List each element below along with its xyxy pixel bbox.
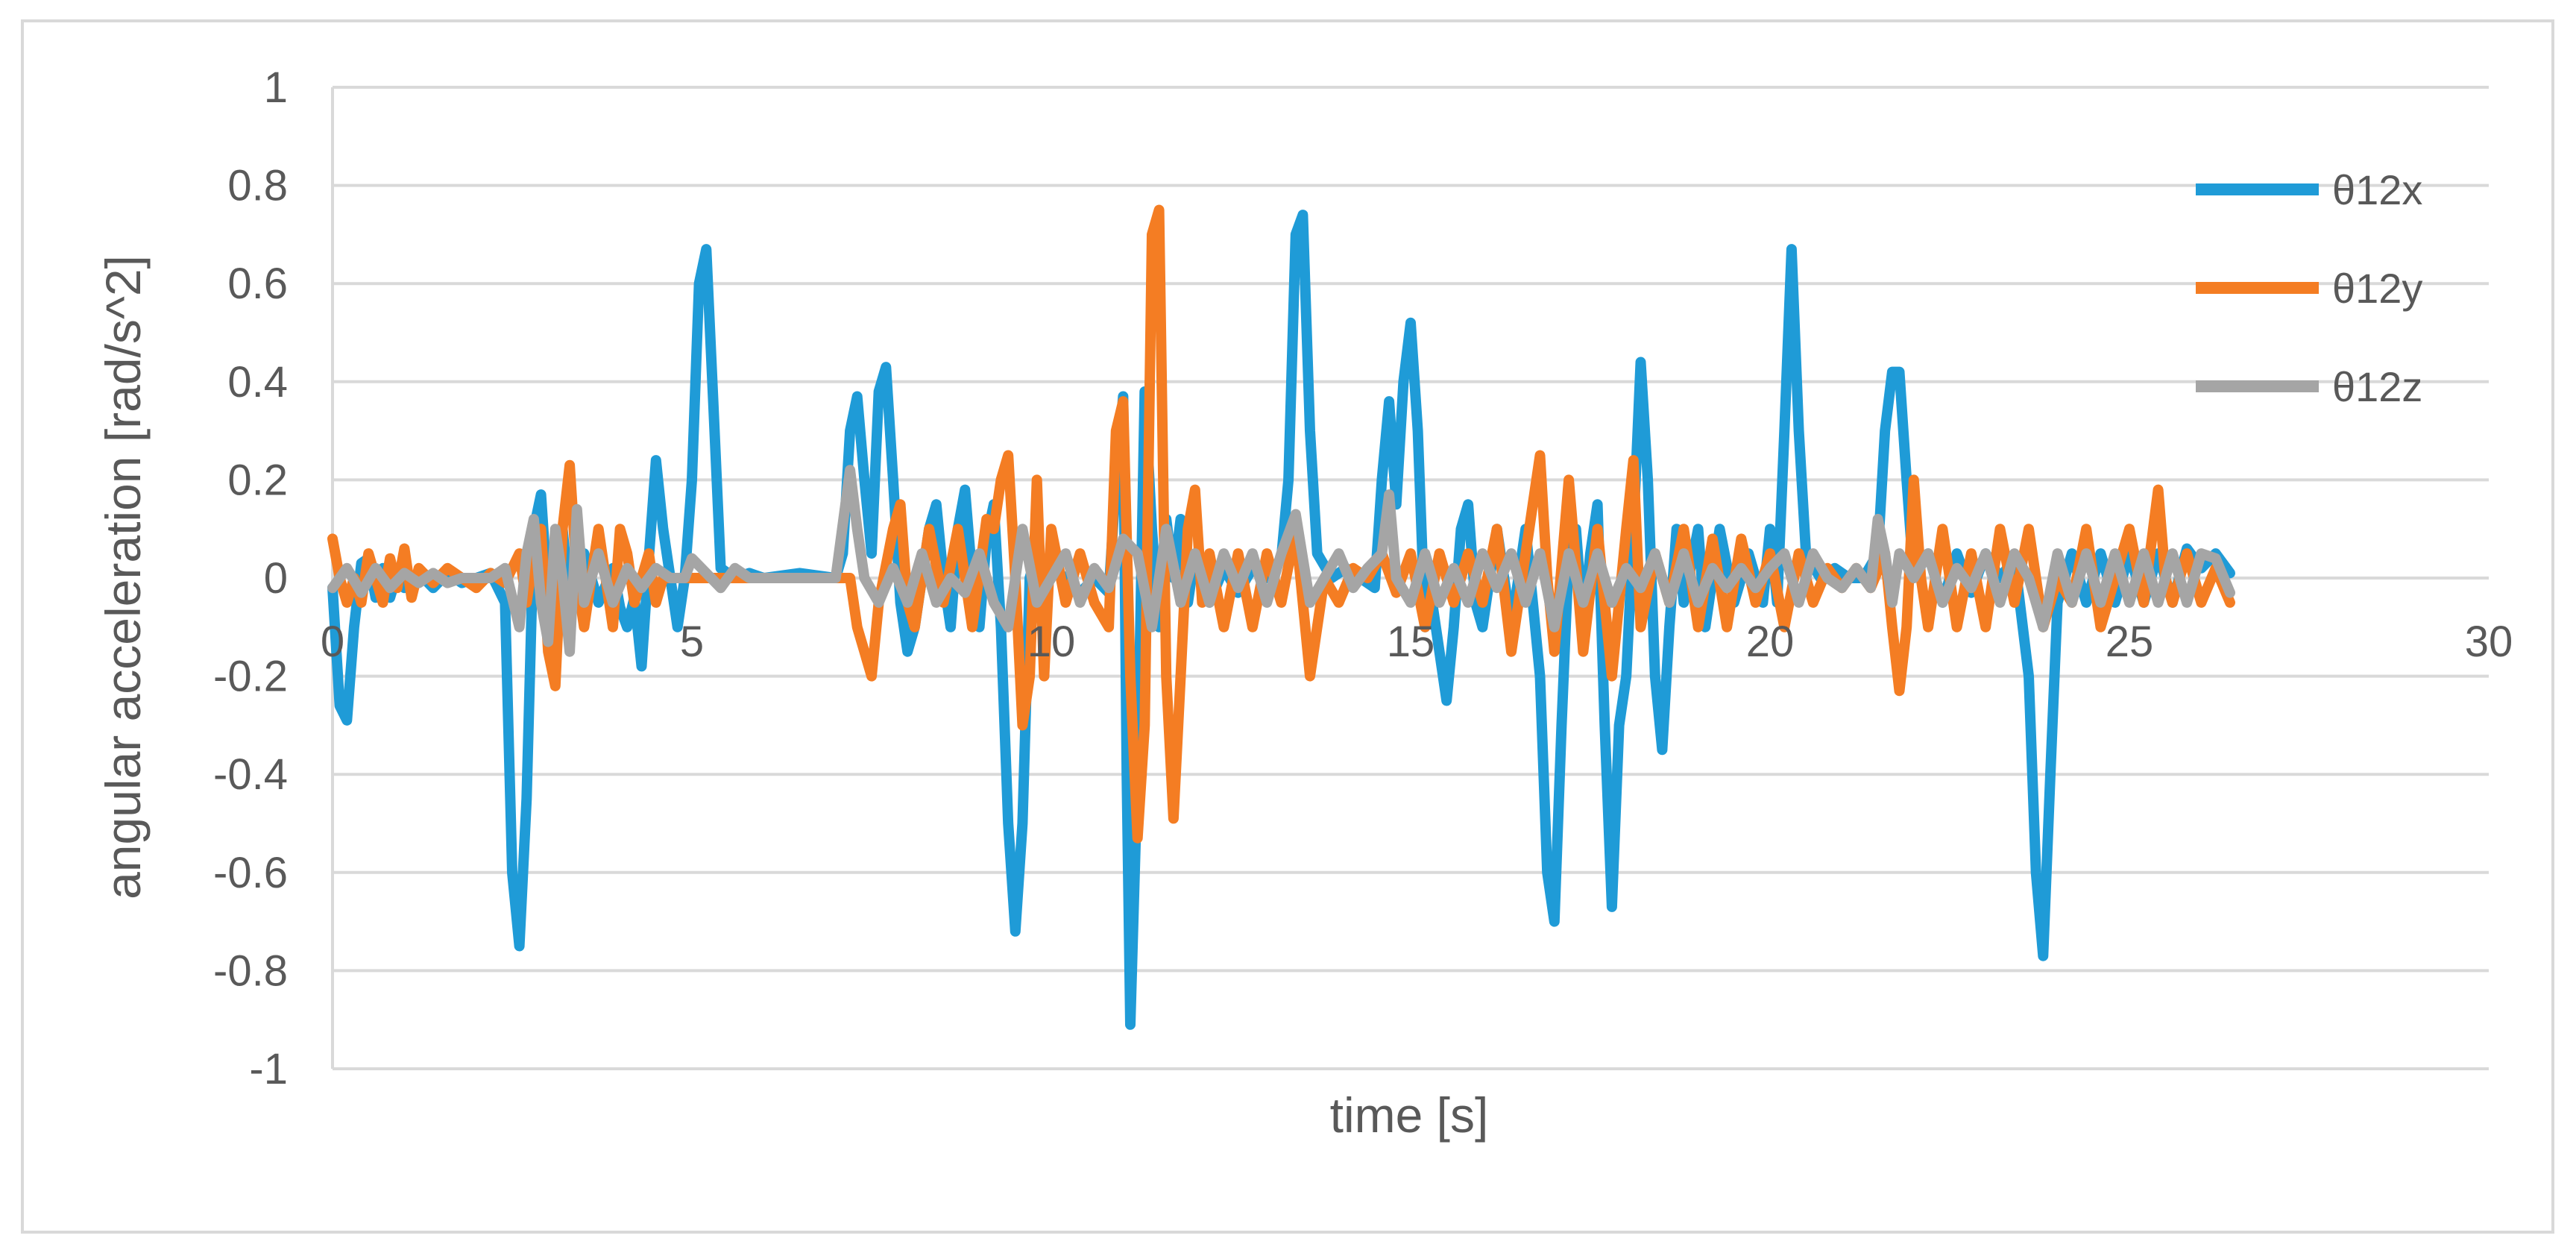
- series-lines: [327, 204, 2235, 1030]
- y-tick-label: 0.4: [227, 358, 288, 406]
- y-tick-label: 0.8: [227, 162, 288, 210]
- x-tick-label: 20: [1746, 618, 1795, 666]
- y-axis-title: angular acceleration [rad/s^2]: [95, 255, 151, 899]
- legend-label: θ12z: [2332, 363, 2422, 410]
- gridlines: [333, 86, 2489, 1070]
- y-tick-label: -0.8: [213, 946, 288, 995]
- legend-label: θ12y: [2332, 265, 2422, 312]
- y-tick-label: 1: [264, 63, 288, 112]
- y-tick-label: 0.2: [227, 456, 288, 504]
- x-tick-label: 15: [1387, 618, 1435, 666]
- series-line-3: [327, 465, 2235, 657]
- x-tick-label: 10: [1027, 618, 1076, 666]
- x-tick-label: 5: [680, 618, 704, 666]
- tick-labels: 1 0.8 0.6 0.4 0.2 0 -0.2 -0.4 -0.6 -0.8 -1 0 5 10 15 20…: [213, 63, 2513, 1093]
- legend-label: θ12x: [2332, 166, 2422, 213]
- y-tick-label: 0: [264, 554, 288, 603]
- y-tick-label: -0.2: [213, 653, 288, 701]
- y-tick-label: 0.6: [227, 260, 288, 308]
- x-tick-label: 25: [2106, 618, 2154, 666]
- x-axis-title: time [s]: [1330, 1087, 1489, 1143]
- y-tick-label: -0.4: [213, 750, 288, 799]
- chart-area: [21, 19, 2554, 1234]
- legend: θ12x θ12y θ12z: [2196, 166, 2422, 410]
- y-tick-label: -1: [249, 1045, 288, 1093]
- y-tick-label: -0.6: [213, 849, 288, 897]
- x-tick-label: 0: [321, 618, 344, 666]
- x-tick-label: 30: [2465, 618, 2513, 666]
